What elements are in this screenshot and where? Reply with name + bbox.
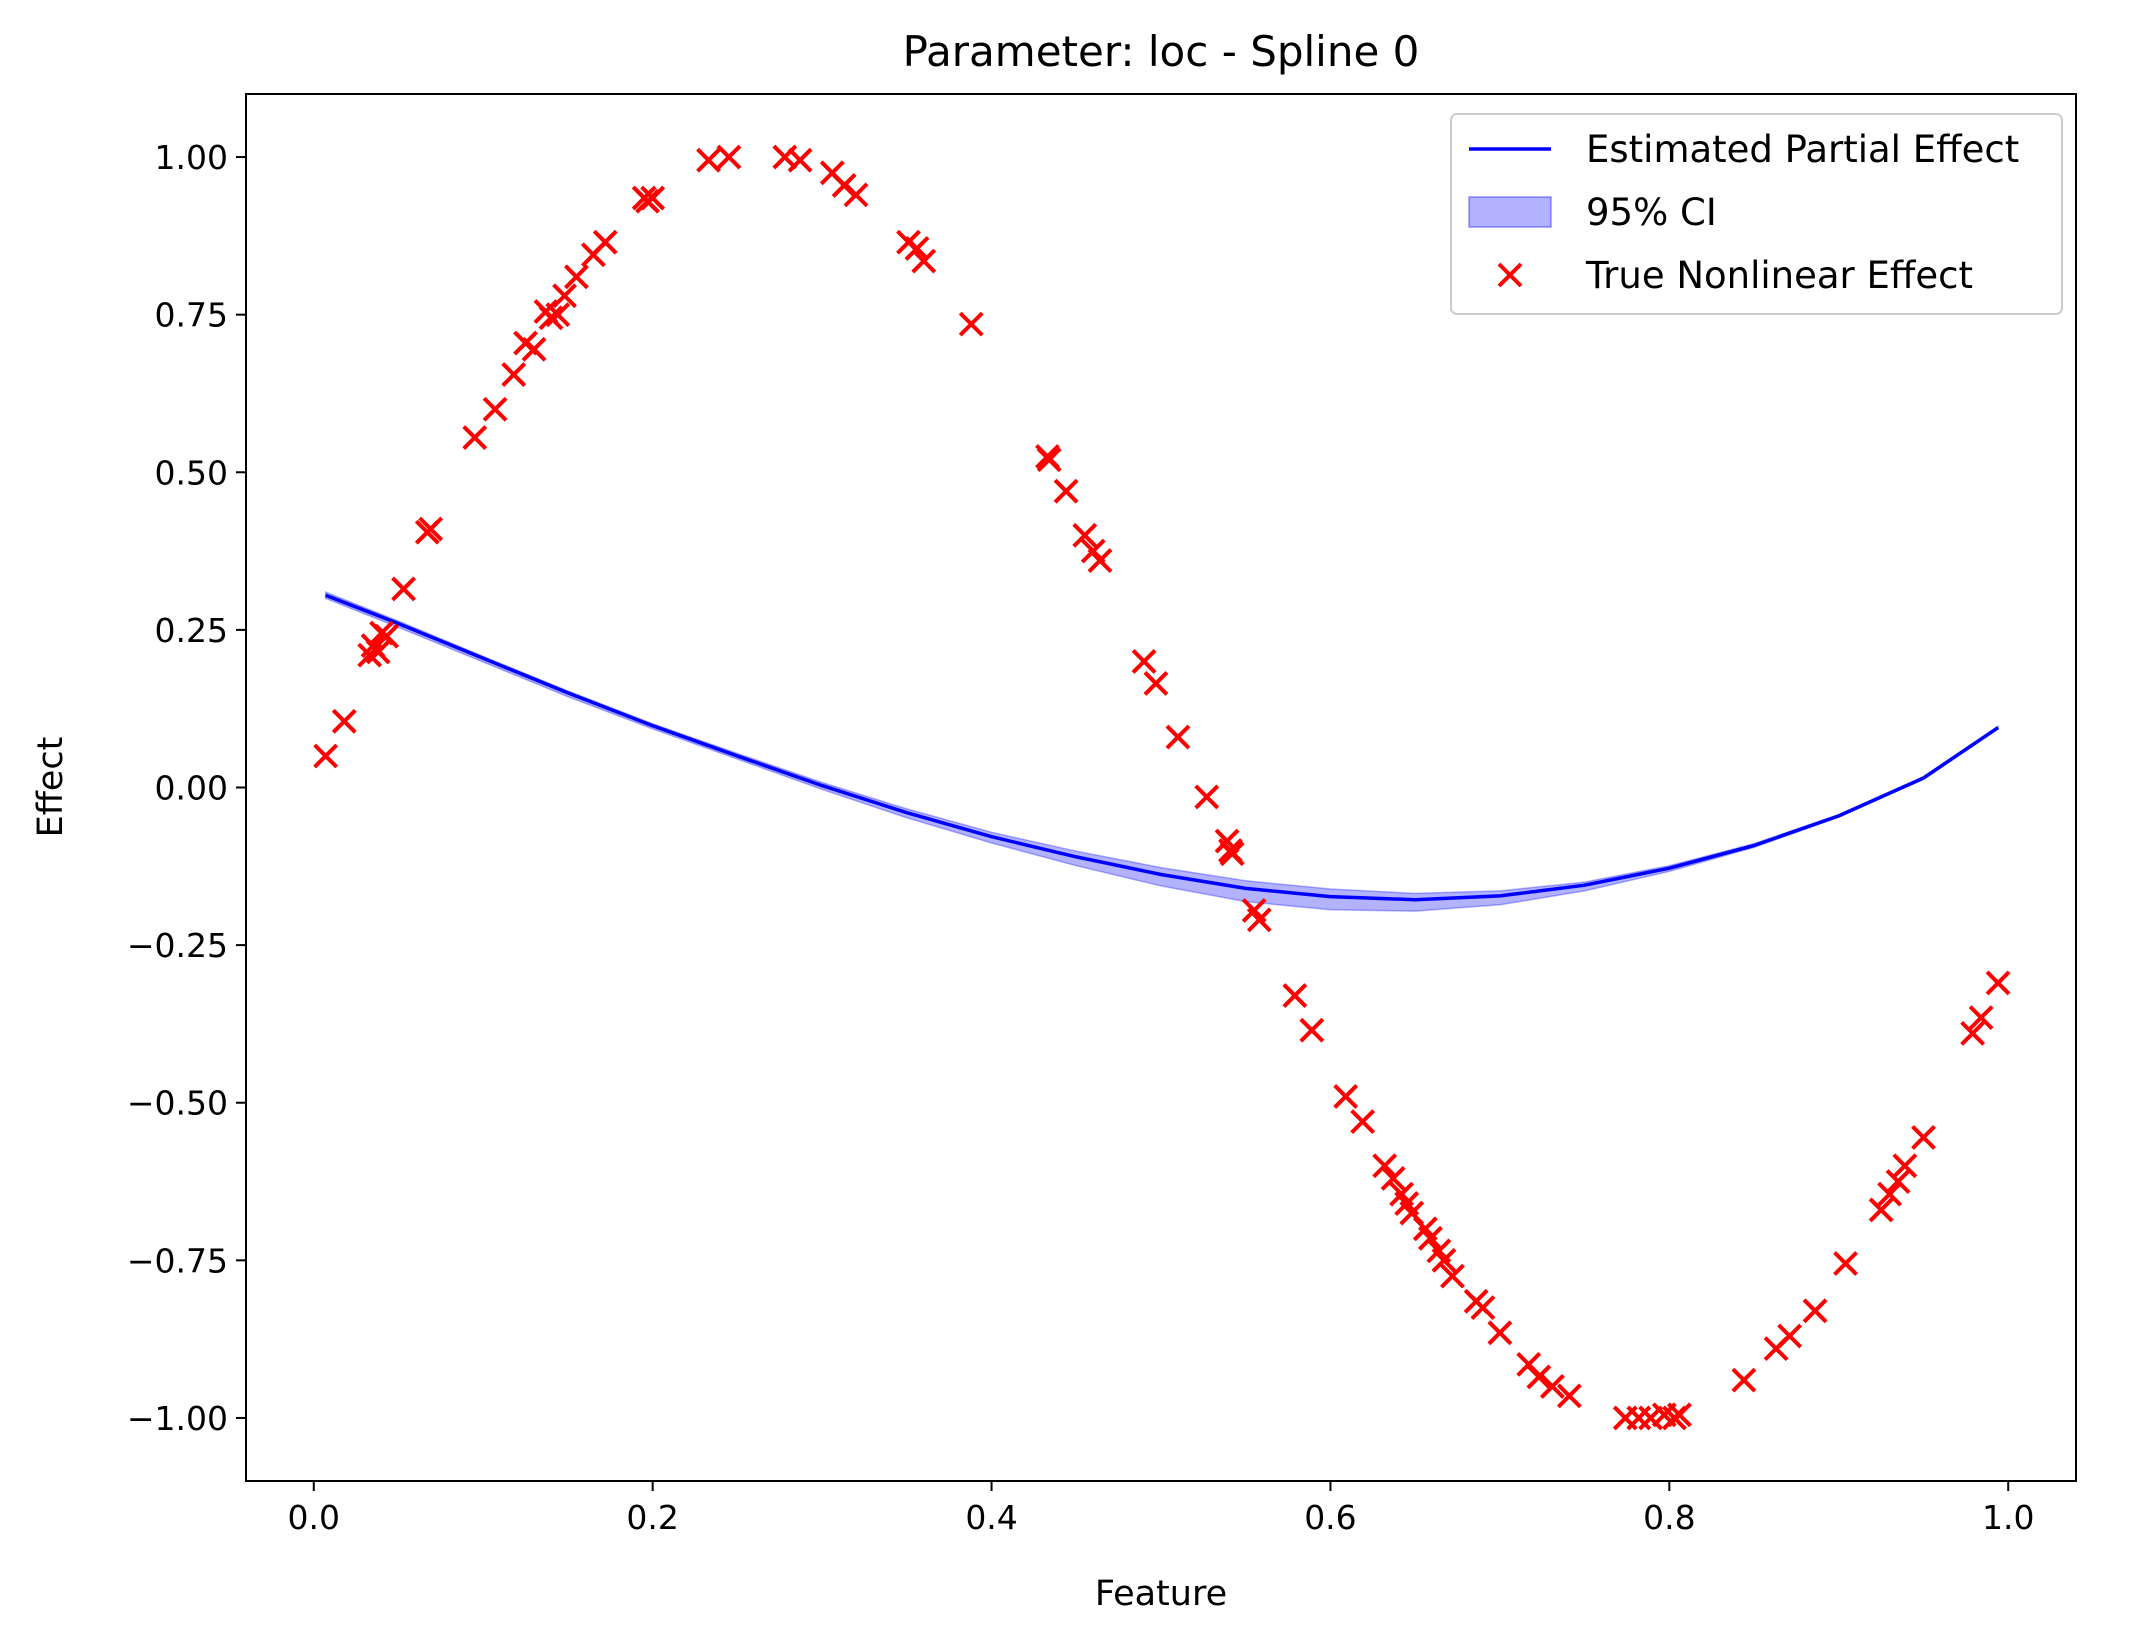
true-effect-marker xyxy=(1165,724,1191,750)
true-effect-marker xyxy=(313,743,339,769)
true-effect-marker xyxy=(1219,841,1245,867)
true-effect-marker xyxy=(1960,1020,1986,1046)
true-effect-marker xyxy=(1431,1247,1457,1273)
x-tick-label: 0.6 xyxy=(1304,1498,1356,1537)
true-effect-marker xyxy=(462,425,488,451)
true-effect-marker xyxy=(1892,1153,1918,1179)
true-effect-marker xyxy=(1731,1367,1757,1393)
true-effect-marker xyxy=(482,396,508,422)
y-tick-label: 0.00 xyxy=(155,769,228,808)
true-effect-marker xyxy=(592,229,618,255)
true-effect-marker xyxy=(1877,1181,1903,1207)
x-tick-label: 1.0 xyxy=(1982,1498,2034,1537)
true-effect-marker xyxy=(391,576,416,602)
true-effect-marker xyxy=(418,516,444,542)
x-tick-label: 0.0 xyxy=(288,1498,340,1537)
true-effect-marker xyxy=(1985,970,2011,996)
true-effect-marker xyxy=(1885,1169,1911,1194)
true-effect-marker xyxy=(1470,1295,1496,1321)
x-axis: 0.0 0.2 0.4 0.6 0.8 1.0 xyxy=(288,1481,2034,1537)
y-tick-label: −1.00 xyxy=(127,1399,228,1438)
true-effect-marker xyxy=(1526,1364,1552,1390)
y-axis-label: Effect xyxy=(31,737,71,838)
true-effect-marker xyxy=(904,236,930,261)
true-effect-marker xyxy=(1246,907,1272,933)
true-effect-marker xyxy=(1053,478,1079,504)
true-effect-marker xyxy=(1299,1017,1325,1043)
true-effect-marker xyxy=(521,336,547,362)
true-effect-marker xyxy=(1350,1109,1376,1135)
true-effect-marker xyxy=(545,302,571,328)
estimated-effect-layer xyxy=(324,593,2000,902)
true-effect-marker xyxy=(374,623,400,649)
true-effect-marker xyxy=(1556,1383,1582,1409)
y-tick-label: 1.00 xyxy=(155,138,228,177)
true-effect-marker xyxy=(1194,784,1220,810)
true-effect-marker xyxy=(1282,983,1308,1008)
y-axis: 1.00 0.75 0.50 0.25 0.00 −0.25 −0.50 −0.75 −1.00 xyxy=(127,138,246,1438)
y-tick-label: −0.25 xyxy=(127,926,228,965)
legend-band-swatch xyxy=(1468,196,1552,228)
true-effect-marker xyxy=(1372,1153,1398,1179)
x-axis-label: Feature xyxy=(1095,1574,1227,1614)
true-effect-marker xyxy=(538,305,564,331)
true-effect-marker xyxy=(552,283,577,309)
true-effect-marker xyxy=(1777,1323,1803,1349)
true-effect-marker xyxy=(787,147,813,173)
true-effect-marker xyxy=(1833,1251,1858,1276)
x-tick-label: 0.8 xyxy=(1643,1498,1695,1537)
true-effect-marker xyxy=(1087,548,1113,573)
true-effect-marker xyxy=(1487,1320,1513,1346)
true-effect-marker xyxy=(1380,1165,1406,1191)
legend-label-true-effect: True Nonlinear Effect xyxy=(1585,254,1973,297)
legend-x-marker-swatch xyxy=(1497,262,1523,288)
true-effect-marker xyxy=(1802,1298,1828,1324)
true-effect-marker xyxy=(1418,1225,1443,1251)
true-effect-marker xyxy=(958,311,984,337)
true-effect-marker xyxy=(911,248,937,274)
true-effect-marker xyxy=(843,182,869,208)
y-tick-label: −0.50 xyxy=(127,1084,228,1123)
estimated-effect-line xyxy=(324,593,2000,902)
true-effect-marker xyxy=(716,144,742,170)
true-effect-marker xyxy=(696,147,721,173)
true-effect-marker xyxy=(331,708,357,734)
true-effect-marker xyxy=(1667,1402,1692,1428)
x-tick-label: 0.4 xyxy=(965,1498,1017,1537)
legend: Estimated Partial Effect 95% CI True Non… xyxy=(1450,113,2063,315)
true-effect-marker xyxy=(1911,1124,1936,1150)
true-effect-marker xyxy=(1968,1005,1994,1031)
true-effect-marker xyxy=(1440,1263,1465,1289)
true-effect-marker xyxy=(501,362,527,387)
true-effect-marker xyxy=(1540,1374,1565,1399)
true-effect-marker xyxy=(1072,522,1098,548)
chart-title: Parameter: loc - Spline 0 xyxy=(903,27,1420,76)
true-effect-marker xyxy=(1143,671,1169,696)
true-effect-marker xyxy=(1868,1197,1894,1223)
x-tick-label: 0.2 xyxy=(626,1498,678,1537)
true-effect-marker xyxy=(1131,648,1157,674)
legend-label-ci: 95% CI xyxy=(1586,191,1717,234)
y-tick-label: −0.75 xyxy=(127,1241,228,1280)
y-tick-label: 0.50 xyxy=(155,453,228,492)
true-effect-marker xyxy=(564,264,589,290)
y-tick-label: 0.75 xyxy=(155,296,228,335)
legend-label-estimated-effect: Estimated Partial Effect xyxy=(1586,128,2019,171)
true-effect-marker xyxy=(365,639,391,665)
true-effect-marker xyxy=(1036,447,1062,473)
plot-area xyxy=(313,144,2011,1431)
true-effect-marker xyxy=(1333,1084,1359,1109)
true-effect-marker-layer xyxy=(313,144,2011,1431)
legend-frame xyxy=(1450,113,2063,315)
true-effect-marker xyxy=(640,185,666,211)
y-tick-label: 0.25 xyxy=(155,611,228,650)
